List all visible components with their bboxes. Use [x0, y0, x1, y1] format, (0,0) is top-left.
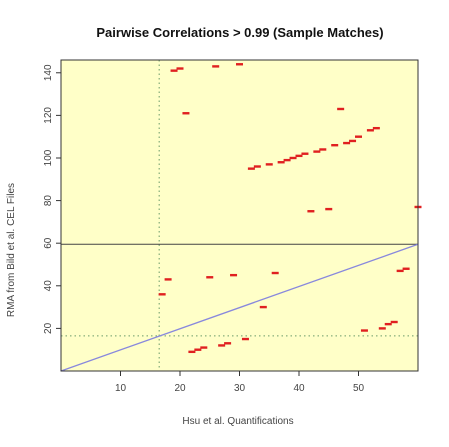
x-tick-label: 50	[353, 383, 365, 394]
data-point	[218, 344, 226, 347]
data-point	[349, 139, 357, 143]
data-point	[271, 271, 279, 275]
data-point	[402, 267, 410, 270]
data-point	[301, 152, 309, 155]
data-point	[343, 141, 351, 145]
data-point	[224, 342, 232, 345]
data-point	[230, 273, 238, 277]
data-point	[164, 278, 172, 281]
data-point	[206, 276, 214, 279]
x-tick-label: 10	[115, 383, 127, 394]
data-point	[277, 161, 285, 164]
data-point	[283, 158, 291, 162]
data-point	[182, 112, 190, 115]
data-point	[247, 167, 255, 170]
data-point	[337, 107, 345, 111]
chart-title: Pairwise Correlations > 0.99 (Sample Mat…	[96, 25, 383, 40]
data-point	[372, 126, 380, 130]
y-tick-label: 120	[43, 107, 54, 124]
data-point	[307, 210, 315, 213]
data-point	[259, 305, 267, 309]
data-point	[366, 129, 374, 132]
data-point	[319, 148, 327, 151]
data-point	[188, 350, 196, 354]
y-axis-label: RMA from Bild et al. CEL Files	[6, 183, 17, 317]
y-tick-label: 60	[43, 237, 54, 249]
data-point	[212, 65, 220, 68]
data-point	[331, 144, 339, 147]
data-point	[313, 150, 321, 153]
x-axis-label: Hsu et al. Quantifications	[182, 416, 293, 427]
data-point	[355, 135, 362, 138]
data-point	[253, 165, 261, 168]
data-point	[194, 348, 202, 351]
y-tick-label: 20	[43, 322, 54, 334]
data-point	[200, 346, 208, 349]
data-point	[289, 156, 297, 160]
plot-area	[61, 60, 418, 371]
y-tick-label: 40	[43, 280, 54, 292]
data-point	[170, 69, 178, 72]
data-point	[176, 67, 184, 70]
data-point	[378, 327, 386, 330]
y-tick-label: 100	[43, 149, 54, 166]
diagonal-line	[60, 243, 419, 372]
x-tick-label: 20	[174, 383, 186, 394]
x-tick-label: 30	[234, 383, 246, 394]
data-point	[390, 320, 398, 324]
data-point	[265, 163, 273, 166]
data-point	[396, 269, 404, 273]
x-tick-label: 40	[293, 383, 305, 394]
data-point	[158, 293, 166, 296]
y-tick-label: 80	[43, 195, 54, 207]
data-point	[325, 207, 333, 211]
y-tick-label: 140	[43, 64, 54, 81]
data-point	[241, 337, 249, 341]
data-point	[295, 154, 303, 158]
data-point	[384, 322, 392, 326]
data-point	[236, 63, 243, 66]
data-point	[360, 329, 368, 332]
